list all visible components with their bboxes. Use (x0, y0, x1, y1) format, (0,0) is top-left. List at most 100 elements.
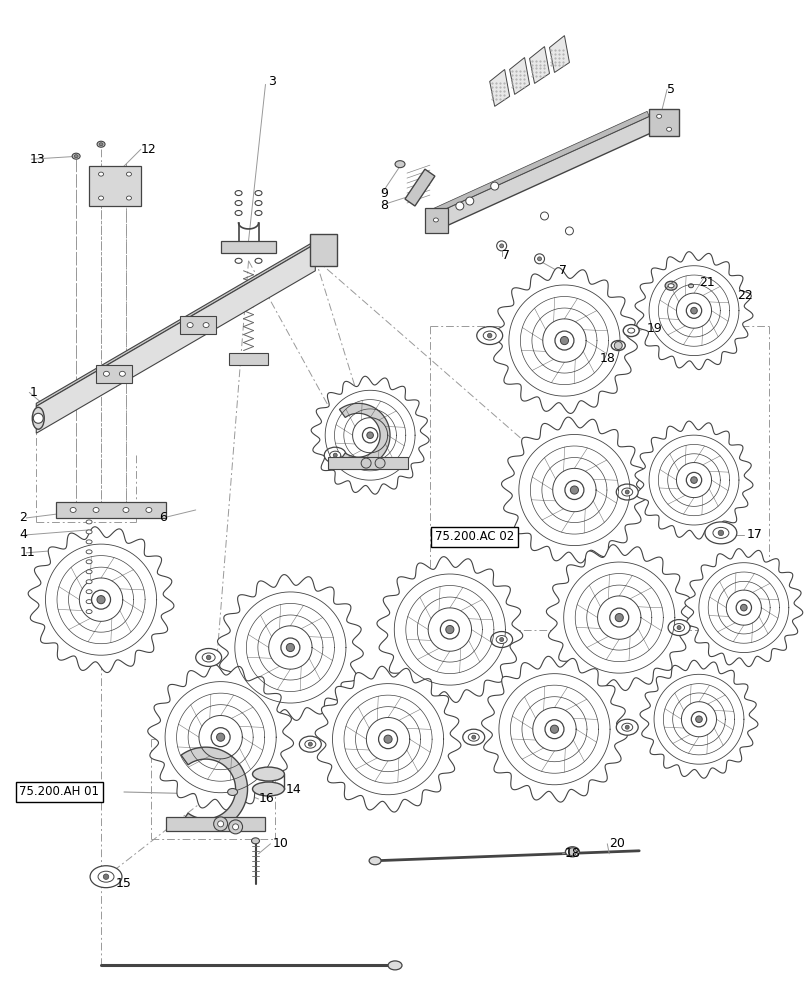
Ellipse shape (483, 331, 496, 340)
Circle shape (686, 303, 701, 318)
Text: 16: 16 (259, 792, 274, 805)
Ellipse shape (74, 155, 78, 158)
Text: 10: 10 (272, 837, 288, 850)
Circle shape (692, 712, 707, 727)
Ellipse shape (667, 127, 671, 131)
Ellipse shape (86, 520, 92, 524)
Ellipse shape (395, 161, 405, 168)
Ellipse shape (32, 407, 44, 429)
Ellipse shape (617, 719, 638, 735)
Ellipse shape (621, 723, 633, 731)
Circle shape (384, 735, 392, 743)
Ellipse shape (86, 610, 92, 614)
Circle shape (286, 643, 294, 652)
Text: 75.200.AC 02: 75.200.AC 02 (435, 530, 514, 543)
Circle shape (565, 481, 584, 500)
Ellipse shape (86, 580, 92, 584)
Text: 8: 8 (380, 199, 388, 212)
Ellipse shape (196, 648, 221, 666)
Circle shape (537, 257, 541, 261)
Ellipse shape (657, 114, 662, 118)
Text: 22: 22 (737, 289, 752, 302)
Ellipse shape (127, 172, 132, 176)
Circle shape (361, 458, 371, 468)
Ellipse shape (86, 550, 92, 554)
Ellipse shape (235, 210, 242, 215)
Circle shape (614, 342, 622, 350)
Ellipse shape (612, 341, 625, 351)
Polygon shape (635, 252, 753, 370)
Circle shape (497, 241, 507, 251)
Polygon shape (96, 365, 133, 383)
Circle shape (555, 331, 574, 350)
Ellipse shape (463, 729, 485, 745)
Polygon shape (490, 69, 510, 106)
Circle shape (206, 655, 211, 660)
Circle shape (367, 432, 373, 439)
Polygon shape (89, 166, 141, 206)
Text: 3: 3 (268, 75, 276, 88)
Ellipse shape (305, 740, 316, 748)
Circle shape (550, 725, 558, 733)
Polygon shape (377, 557, 523, 702)
Circle shape (233, 824, 238, 830)
Ellipse shape (668, 284, 674, 288)
Ellipse shape (674, 624, 684, 632)
Ellipse shape (127, 196, 132, 200)
Ellipse shape (90, 866, 122, 888)
Ellipse shape (299, 736, 322, 752)
Circle shape (379, 730, 398, 749)
Ellipse shape (120, 371, 125, 376)
Polygon shape (221, 241, 276, 253)
Ellipse shape (235, 201, 242, 206)
Polygon shape (315, 666, 461, 812)
Circle shape (566, 227, 574, 235)
Ellipse shape (253, 782, 284, 796)
Polygon shape (405, 169, 435, 206)
Polygon shape (36, 241, 315, 406)
Polygon shape (491, 268, 638, 413)
Text: 13: 13 (29, 153, 45, 166)
Ellipse shape (202, 653, 215, 662)
Circle shape (229, 820, 242, 834)
Polygon shape (482, 656, 627, 802)
Circle shape (570, 486, 579, 494)
Circle shape (281, 638, 300, 657)
Circle shape (541, 212, 549, 220)
Text: 14: 14 (285, 783, 301, 796)
Polygon shape (640, 660, 758, 778)
Circle shape (677, 626, 681, 630)
Polygon shape (339, 403, 390, 467)
Circle shape (440, 620, 459, 639)
Polygon shape (311, 376, 429, 494)
Circle shape (309, 742, 313, 746)
Polygon shape (310, 234, 337, 266)
Polygon shape (635, 421, 753, 539)
Circle shape (625, 490, 629, 494)
Ellipse shape (255, 201, 262, 206)
Polygon shape (425, 208, 448, 233)
Polygon shape (28, 527, 174, 673)
Ellipse shape (477, 327, 503, 345)
Ellipse shape (665, 281, 677, 290)
Polygon shape (181, 747, 247, 831)
Circle shape (615, 614, 623, 622)
Circle shape (696, 716, 702, 723)
Ellipse shape (253, 767, 284, 781)
Polygon shape (430, 116, 659, 229)
Circle shape (490, 182, 499, 190)
Polygon shape (217, 575, 364, 720)
Ellipse shape (103, 371, 109, 376)
Ellipse shape (70, 507, 76, 512)
Ellipse shape (490, 632, 512, 647)
Ellipse shape (86, 540, 92, 544)
Text: 17: 17 (747, 528, 763, 541)
Polygon shape (502, 417, 647, 563)
Ellipse shape (72, 153, 80, 159)
Ellipse shape (388, 961, 402, 970)
Polygon shape (510, 58, 529, 94)
Circle shape (446, 625, 454, 634)
Text: 18: 18 (565, 847, 580, 860)
Text: 9: 9 (380, 187, 388, 200)
Circle shape (561, 336, 569, 345)
